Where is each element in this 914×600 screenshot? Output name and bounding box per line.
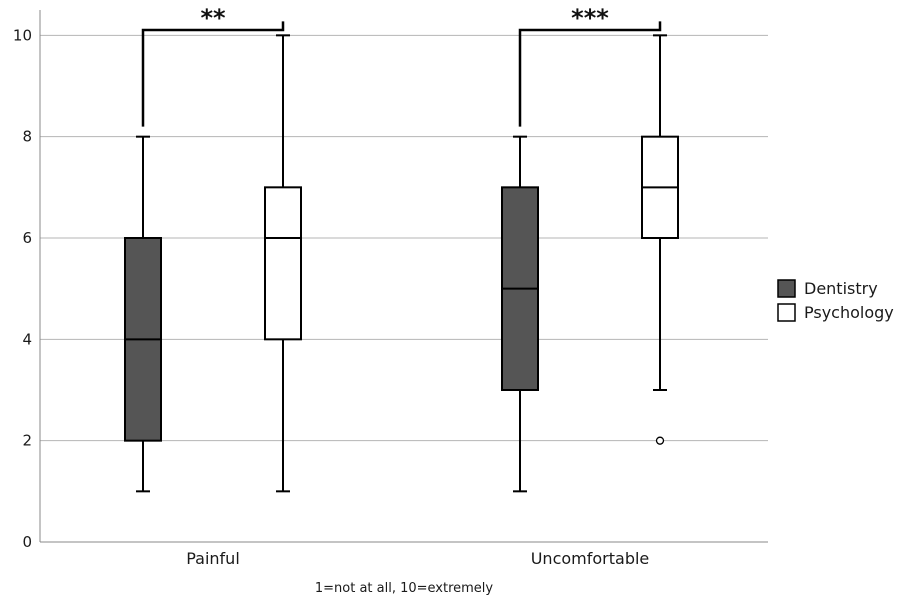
y-tick-label: 0: [22, 533, 32, 551]
category-label: Painful: [186, 549, 240, 568]
outlier-point: [655, 436, 665, 445]
box-dentistry-painful: [124, 135, 162, 493]
significance-bracket-painful: **: [141, 4, 285, 127]
legend-swatch: [777, 279, 796, 298]
y-tick-label: 4: [22, 330, 32, 348]
category-label: Uncomfortable: [531, 549, 650, 568]
legend-label: Dentistry: [804, 279, 878, 298]
x-axis-categories: Painful Uncomfortable: [186, 549, 649, 568]
y-axis-ticks: 0 2 4 6 8 10: [13, 26, 32, 551]
legend-swatch: [777, 303, 796, 322]
box-series: [124, 34, 679, 493]
box-psychology-uncomfortable: [641, 34, 679, 445]
iqr-box: [264, 186, 302, 341]
significance-bracket-uncomfortable: ***: [518, 4, 662, 127]
y-tick-label: 6: [22, 229, 32, 247]
legend-label: Psychology: [804, 303, 894, 322]
significance-label: **: [200, 4, 226, 32]
box-psychology-painful: [264, 34, 302, 493]
y-tick-label: 10: [13, 26, 32, 44]
box-dentistry-uncomfortable: [501, 135, 539, 493]
legend: Dentistry Psychology: [777, 279, 894, 322]
bracket-line: [141, 21, 285, 127]
bracket-line: [518, 21, 662, 127]
significance-label: ***: [571, 4, 609, 32]
x-axis-label: 1=not at all, 10=extremely: [315, 581, 494, 596]
y-tick-label: 2: [22, 432, 32, 450]
y-tick-label: 8: [22, 128, 32, 146]
significance-brackets: ** ***: [141, 4, 662, 127]
